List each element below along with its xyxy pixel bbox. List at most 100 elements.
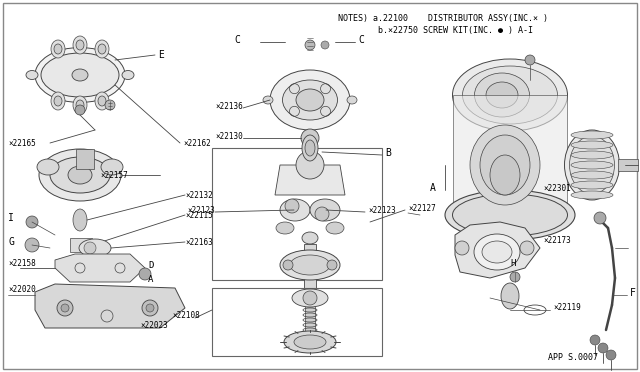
Text: ×22123: ×22123 <box>188 205 215 215</box>
Ellipse shape <box>571 181 613 189</box>
Text: ×22130: ×22130 <box>215 131 243 141</box>
Ellipse shape <box>570 136 614 194</box>
Ellipse shape <box>571 131 613 139</box>
Polygon shape <box>275 165 345 195</box>
Bar <box>305 300 315 340</box>
Ellipse shape <box>302 135 318 161</box>
Text: A: A <box>148 276 154 285</box>
Text: ×22173: ×22173 <box>543 235 571 244</box>
Circle shape <box>296 151 324 179</box>
Bar <box>304 244 316 299</box>
Circle shape <box>285 199 299 213</box>
Circle shape <box>455 241 469 255</box>
Polygon shape <box>453 95 567 215</box>
Ellipse shape <box>452 194 568 236</box>
Ellipse shape <box>463 66 557 124</box>
Circle shape <box>142 300 158 316</box>
Circle shape <box>598 343 608 353</box>
Circle shape <box>75 105 85 115</box>
Circle shape <box>283 260 293 270</box>
Ellipse shape <box>452 59 568 131</box>
Ellipse shape <box>452 194 568 236</box>
Ellipse shape <box>284 331 336 353</box>
Text: ×22132: ×22132 <box>185 190 212 199</box>
Ellipse shape <box>95 40 109 58</box>
Ellipse shape <box>292 289 328 307</box>
Text: H: H <box>510 259 515 267</box>
Ellipse shape <box>294 335 326 349</box>
Ellipse shape <box>347 96 357 104</box>
Bar <box>618 159 638 171</box>
Circle shape <box>315 207 329 221</box>
Text: ×22020: ×22020 <box>8 285 36 295</box>
Circle shape <box>305 40 315 50</box>
Text: F: F <box>630 288 636 298</box>
Bar <box>212 288 382 356</box>
Text: C: C <box>234 35 240 45</box>
Text: NOTES) a.22100    DISTRIBUTOR ASSY(INC.× ): NOTES) a.22100 DISTRIBUTOR ASSY(INC.× ) <box>338 13 548 22</box>
Circle shape <box>25 238 39 252</box>
Ellipse shape <box>564 130 620 200</box>
Circle shape <box>606 350 616 360</box>
Circle shape <box>105 100 115 110</box>
Ellipse shape <box>51 92 65 110</box>
Ellipse shape <box>26 71 38 80</box>
Circle shape <box>146 304 154 312</box>
Ellipse shape <box>480 135 530 195</box>
Text: ×22023: ×22023 <box>140 321 168 330</box>
Ellipse shape <box>571 141 613 149</box>
Circle shape <box>590 335 600 345</box>
Ellipse shape <box>296 89 324 111</box>
Text: ×22119: ×22119 <box>553 304 580 312</box>
Circle shape <box>57 300 73 316</box>
Ellipse shape <box>54 44 62 54</box>
Ellipse shape <box>76 100 84 110</box>
Polygon shape <box>35 284 185 328</box>
Ellipse shape <box>37 159 59 175</box>
Circle shape <box>139 268 151 280</box>
Text: E: E <box>158 50 164 60</box>
Ellipse shape <box>486 82 518 108</box>
Ellipse shape <box>445 190 575 240</box>
Circle shape <box>520 241 534 255</box>
Text: ×22158: ×22158 <box>8 260 36 269</box>
Polygon shape <box>55 254 145 282</box>
Ellipse shape <box>270 70 350 130</box>
Ellipse shape <box>490 155 520 195</box>
Text: ×22162: ×22162 <box>183 138 211 148</box>
Circle shape <box>510 272 520 282</box>
Ellipse shape <box>122 71 134 80</box>
Ellipse shape <box>98 44 106 54</box>
Ellipse shape <box>73 96 87 114</box>
Circle shape <box>327 260 337 270</box>
Ellipse shape <box>51 40 65 58</box>
Ellipse shape <box>263 96 273 104</box>
Circle shape <box>321 41 329 49</box>
Text: ×22127: ×22127 <box>408 203 436 212</box>
Ellipse shape <box>76 40 84 50</box>
Ellipse shape <box>73 36 87 54</box>
Text: B: B <box>385 148 391 158</box>
Circle shape <box>303 291 317 305</box>
Text: APP S.0007: APP S.0007 <box>548 353 598 362</box>
Ellipse shape <box>39 149 121 201</box>
Bar <box>70 238 92 252</box>
Ellipse shape <box>326 222 344 234</box>
Ellipse shape <box>474 234 520 270</box>
Ellipse shape <box>282 80 337 120</box>
Ellipse shape <box>79 239 111 257</box>
Ellipse shape <box>72 69 88 81</box>
Ellipse shape <box>470 125 540 205</box>
Ellipse shape <box>101 159 123 175</box>
Text: ×22108: ×22108 <box>172 311 200 321</box>
Ellipse shape <box>68 166 92 184</box>
Circle shape <box>525 55 535 65</box>
Ellipse shape <box>98 96 106 106</box>
Text: b.×22750 SCREW KIT(INC. ● ) A-I: b.×22750 SCREW KIT(INC. ● ) A-I <box>338 26 533 35</box>
Ellipse shape <box>280 250 340 280</box>
Ellipse shape <box>571 161 613 169</box>
Text: ×22157: ×22157 <box>100 170 128 180</box>
Ellipse shape <box>571 171 613 179</box>
Ellipse shape <box>35 48 125 103</box>
Ellipse shape <box>501 283 519 309</box>
